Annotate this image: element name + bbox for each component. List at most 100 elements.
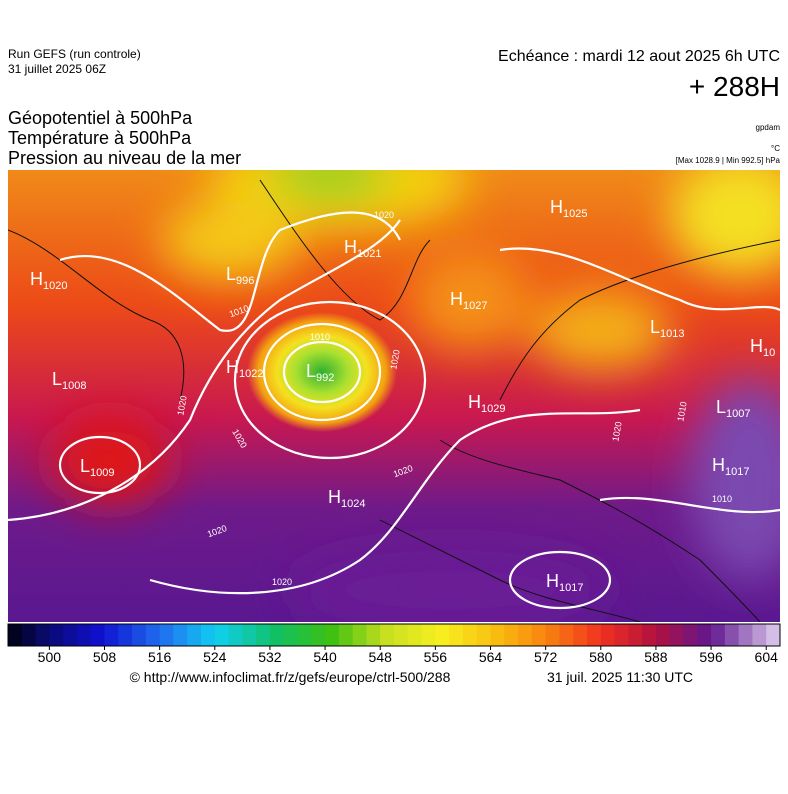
center-kind: L xyxy=(52,369,62,389)
pressure-center: H10 xyxy=(750,336,775,359)
colorbar-tick-label: 516 xyxy=(148,649,172,665)
pressure-center: L1013 xyxy=(650,317,685,340)
center-kind: L xyxy=(650,317,660,337)
isobar-label: 1020 xyxy=(272,577,292,587)
colorbar-cell xyxy=(559,624,574,646)
center-value: 1017 xyxy=(559,582,583,594)
colorbar-cell xyxy=(394,624,409,646)
isobar-label: 1010 xyxy=(310,332,330,342)
colorbar-cell xyxy=(173,624,188,646)
pressure-center: L1007 xyxy=(716,397,751,420)
colorbar-cell xyxy=(201,624,216,646)
colorbar-cell xyxy=(752,624,767,646)
low-core xyxy=(247,312,397,432)
isobars xyxy=(8,211,780,610)
pressure-center: L1008 xyxy=(52,369,87,392)
unit: [Max 1028.9 | Min 992.5] hPa xyxy=(676,156,781,165)
colorbar-cell xyxy=(159,624,174,646)
colorbar-tick-label: 596 xyxy=(699,649,723,665)
center-value: 1029 xyxy=(481,403,505,415)
center-value: 1021 xyxy=(357,248,381,260)
center-value: 1007 xyxy=(726,408,750,420)
colorbar-cell xyxy=(476,624,491,646)
center-kind: H xyxy=(450,289,463,309)
isobar-label: 1020 xyxy=(175,395,188,416)
colorbar-tick-label: 500 xyxy=(38,649,62,665)
colorbar-cell xyxy=(738,624,753,646)
center-value: 1020 xyxy=(43,280,67,292)
pressure-center: H1027 xyxy=(450,289,487,312)
colorbar-cell xyxy=(366,624,381,646)
colorbar-cell xyxy=(380,624,395,646)
center-value: 1027 xyxy=(463,300,487,312)
pressure-center: H1021 xyxy=(344,237,381,260)
colorbar-cell xyxy=(63,624,78,646)
center-kind: H xyxy=(30,269,43,289)
pressure-center: H1017 xyxy=(712,455,749,478)
center-value: 10 xyxy=(763,347,775,359)
title: Pression au niveau de la mer xyxy=(8,148,241,168)
center-kind: H xyxy=(328,487,341,507)
colorbar-cell xyxy=(504,624,519,646)
center-value: 1013 xyxy=(660,328,684,340)
colorbar-cell xyxy=(614,624,629,646)
valid-time: Echéance : mardi 12 aout 2025 6h UTC xyxy=(498,48,780,65)
colorbar-cell xyxy=(766,624,781,646)
colorbar-cell xyxy=(269,624,285,646)
colorbar-tick-label: 548 xyxy=(369,649,393,665)
colorbar-cell xyxy=(352,624,367,646)
colorbar-cell xyxy=(118,624,133,646)
pressure-center: L1009 xyxy=(80,456,115,479)
colorbar-cell xyxy=(518,624,533,646)
map-area: H1020L996H1021H1025H1027L1013H10L1008H10… xyxy=(8,170,780,622)
colorbar-tick-label: 572 xyxy=(534,649,558,665)
colorbar-tick-label: 564 xyxy=(479,649,503,665)
colorbar-cell xyxy=(711,624,726,646)
center-value: 1008 xyxy=(62,380,86,392)
colorbar-tick-label: 580 xyxy=(589,649,613,665)
colorbar-cell xyxy=(283,624,298,646)
field-blobs xyxy=(50,170,780,622)
colorbar-tick-label: 588 xyxy=(644,649,668,665)
center-kind: H xyxy=(550,197,563,217)
colorbar-cell xyxy=(214,624,230,646)
colorbar-cell xyxy=(8,624,23,646)
isobar-label: 1020 xyxy=(610,421,623,442)
isobar-label: 1020 xyxy=(388,349,401,370)
colorbar-cell xyxy=(724,624,740,646)
colorbar-cell xyxy=(490,624,505,646)
center-value: 1017 xyxy=(725,466,749,478)
center-kind: H xyxy=(468,392,481,412)
colorbar-cell xyxy=(697,624,712,646)
colorbar-cell xyxy=(90,624,105,646)
pressure-center: L992 xyxy=(306,361,334,384)
pressure-center: H1029 xyxy=(468,392,505,415)
colorbar-cell xyxy=(228,624,243,646)
colorbar-cell xyxy=(76,624,92,646)
run-label: Run GEFS (run controle) xyxy=(8,47,141,61)
isobar-label: 1010 xyxy=(675,401,688,422)
colorbar-frame xyxy=(7,623,781,647)
center-kind: L xyxy=(716,397,726,417)
colorbar-tick-label: 604 xyxy=(755,649,779,665)
colorbar-cell xyxy=(462,624,478,646)
colorbar-cell xyxy=(587,624,602,646)
colorbar-tick-label: 540 xyxy=(313,649,337,665)
colorbar: 500 508 516 524 532 540 548 556 564 572 580 588 596 6… xyxy=(7,623,781,665)
pressure-center: H1020 xyxy=(30,269,67,292)
pressure-center: H1022 xyxy=(226,357,263,380)
colorbar-cell xyxy=(325,624,340,646)
center-kind: H xyxy=(226,357,239,377)
map-field xyxy=(8,170,780,622)
colorbar-cell xyxy=(35,624,50,646)
center-value: 1025 xyxy=(563,208,587,220)
isobar-label: 1020 xyxy=(374,210,394,220)
pressure-center: H1017 xyxy=(546,571,583,594)
colorbar-tick-label: 532 xyxy=(258,649,282,665)
generated-time: 31 juil. 2025 11:30 UTC xyxy=(547,669,693,685)
colorbar-cell xyxy=(421,624,436,646)
colorbar-cell xyxy=(435,624,450,646)
center-kind: L xyxy=(226,264,236,284)
pressure-center: L996 xyxy=(226,264,254,287)
